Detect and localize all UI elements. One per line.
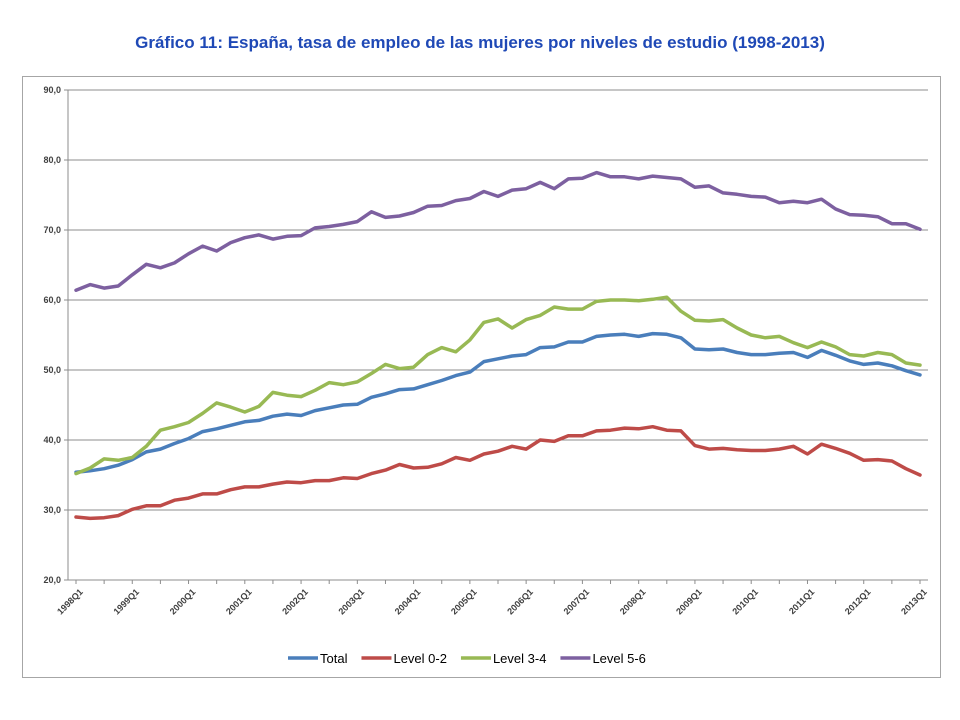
x-tick-label: 2007Q1 xyxy=(562,587,592,617)
y-axis-ticks: 20,0 30,0 40,0 50,0 60,0 70,0 80,0 90,0 xyxy=(43,85,61,585)
series-line-level-0-2 xyxy=(74,424,922,521)
y-tick-label: 50,0 xyxy=(43,365,61,375)
x-tick-label: 2006Q1 xyxy=(505,587,535,617)
x-tick-label: 2003Q1 xyxy=(336,587,366,617)
legend: Total Level 0-2 Level 3-4 Level 5-6 xyxy=(288,651,646,666)
series-lines xyxy=(74,170,922,521)
chart-frame xyxy=(22,76,941,678)
y-tick-label: 30,0 xyxy=(43,505,61,515)
gridlines xyxy=(68,89,928,581)
y-tick-label: 90,0 xyxy=(43,85,61,95)
legend-label: Level 3-4 xyxy=(493,651,546,666)
y-tick-label: 20,0 xyxy=(43,575,61,585)
x-tick-label: 2012Q1 xyxy=(843,587,873,617)
x-tick-label: 2004Q1 xyxy=(393,587,423,617)
y-tick-label: 40,0 xyxy=(43,435,61,445)
x-tick-label: 2000Q1 xyxy=(168,587,198,617)
x-tick-label: 2001Q1 xyxy=(224,587,254,617)
legend-label: Level 0-2 xyxy=(393,651,446,666)
x-tick-label: 2002Q1 xyxy=(280,587,310,617)
x-tick-label: 2008Q1 xyxy=(618,587,648,617)
y-tick-label: 60,0 xyxy=(43,295,61,305)
x-tick-label: 2013Q1 xyxy=(899,587,929,617)
y-tick-label: 70,0 xyxy=(43,225,61,235)
page-title: Gráfico 11: España, tasa de empleo de la… xyxy=(135,33,825,52)
x-tick-label: 2010Q1 xyxy=(730,587,760,617)
x-tick-label: 2005Q1 xyxy=(449,587,479,617)
y-tick-label: 80,0 xyxy=(43,155,61,165)
axes xyxy=(64,89,928,584)
x-axis-ticks: 1998Q1 1999Q1 2000Q1 2001Q1 2002Q1 2003Q1 2004… xyxy=(55,587,929,617)
x-tick-label: 2009Q1 xyxy=(674,587,704,617)
series-line-level-3-4 xyxy=(74,295,922,476)
series-line-level-5-6 xyxy=(74,170,922,292)
series-line-total xyxy=(74,331,922,474)
legend-label: Total xyxy=(320,651,348,666)
x-tick-label: 2011Q1 xyxy=(787,587,816,616)
x-tick-label: 1998Q1 xyxy=(55,587,85,617)
legend-label: Level 5-6 xyxy=(592,651,645,666)
x-tick-label: 1999Q1 xyxy=(111,587,141,617)
